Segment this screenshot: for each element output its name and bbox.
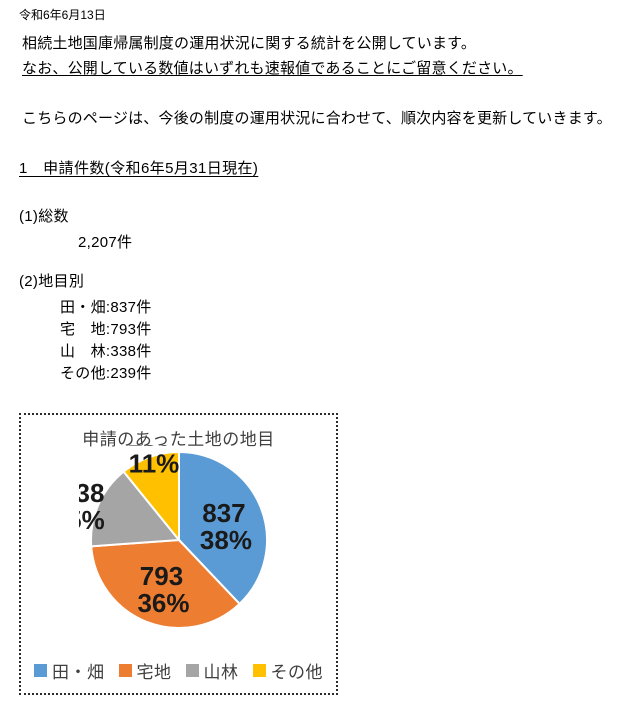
pie-slice-宅地[interactable] — [89, 538, 241, 629]
pie-slice-田・畑[interactable] — [177, 450, 268, 606]
landtype-value-residential: 宅 地:793件 — [60, 321, 152, 338]
pie-slices — [89, 450, 268, 629]
pie-value-label-宅地: 793 — [139, 561, 182, 591]
legend-swatch-icon-山林 — [185, 664, 199, 677]
intro-paragraph-2-underlined: なお、公開している数値はいずれも速報値であることにご留意ください。 — [22, 60, 523, 77]
total-applications-value: 2,207件 — [78, 234, 133, 251]
legend-label-山林: 山林 — [203, 663, 239, 682]
legend-item-その他[interactable]: その他 — [252, 658, 324, 683]
pie-percent-label-その他: 11% — [128, 449, 179, 479]
legend-label-田・畑: 田・畑 — [52, 663, 105, 682]
legend-label-その他: その他 — [270, 663, 323, 682]
chart-title: 申請のあった土地の地目 — [82, 430, 275, 449]
pie-percent-label-山林: 15% — [79, 505, 105, 535]
pie-percent-label-田・畑: 38% — [199, 525, 251, 555]
landtype-value-forest: 山 林:338件 — [60, 343, 152, 360]
landtype-value-rice-field: 田・畑:837件 — [60, 299, 152, 316]
chart-legend: 田・畑 宅地 山林 その他 — [21, 658, 336, 683]
legend-swatch-icon-宅地 — [118, 664, 132, 677]
legend-swatch-icon-その他 — [252, 664, 266, 677]
legend-item-山林[interactable]: 山林 — [185, 658, 239, 683]
legend-item-宅地[interactable]: 宅地 — [118, 658, 172, 683]
pie-slice-その他[interactable] — [121, 450, 180, 543]
pie-value-label-その他: 239 — [128, 445, 171, 452]
landtype-value-other: その他:239件 — [60, 365, 152, 382]
legend-item-田・畑[interactable]: 田・畑 — [34, 658, 105, 683]
subsection-heading-total: (1)総数 — [19, 208, 69, 225]
publication-date: 令和6年6月13日 — [19, 8, 106, 22]
pie-value-label-田・畑: 837 — [202, 498, 245, 528]
pie-value-label-山林: 338 — [79, 478, 104, 508]
intro-paragraph-1: 相続土地国庫帰属制度の運用状況に関する統計を公開しています。 — [22, 35, 477, 52]
pie-slice-山林[interactable] — [89, 470, 181, 548]
intro-paragraph-3: こちらのページは、今後の制度の運用状況に合わせて、順次内容を更新していきます。 — [22, 110, 612, 127]
subsection-heading-by-landtype: (2)地目別 — [19, 273, 85, 290]
section-heading-applications: 1 申請件数(令和6年5月31日現在) — [19, 160, 259, 177]
legend-swatch-icon-田・畑 — [34, 664, 47, 677]
pie-percent-label-宅地: 36% — [137, 588, 189, 618]
legend-label-宅地: 宅地 — [136, 663, 172, 682]
